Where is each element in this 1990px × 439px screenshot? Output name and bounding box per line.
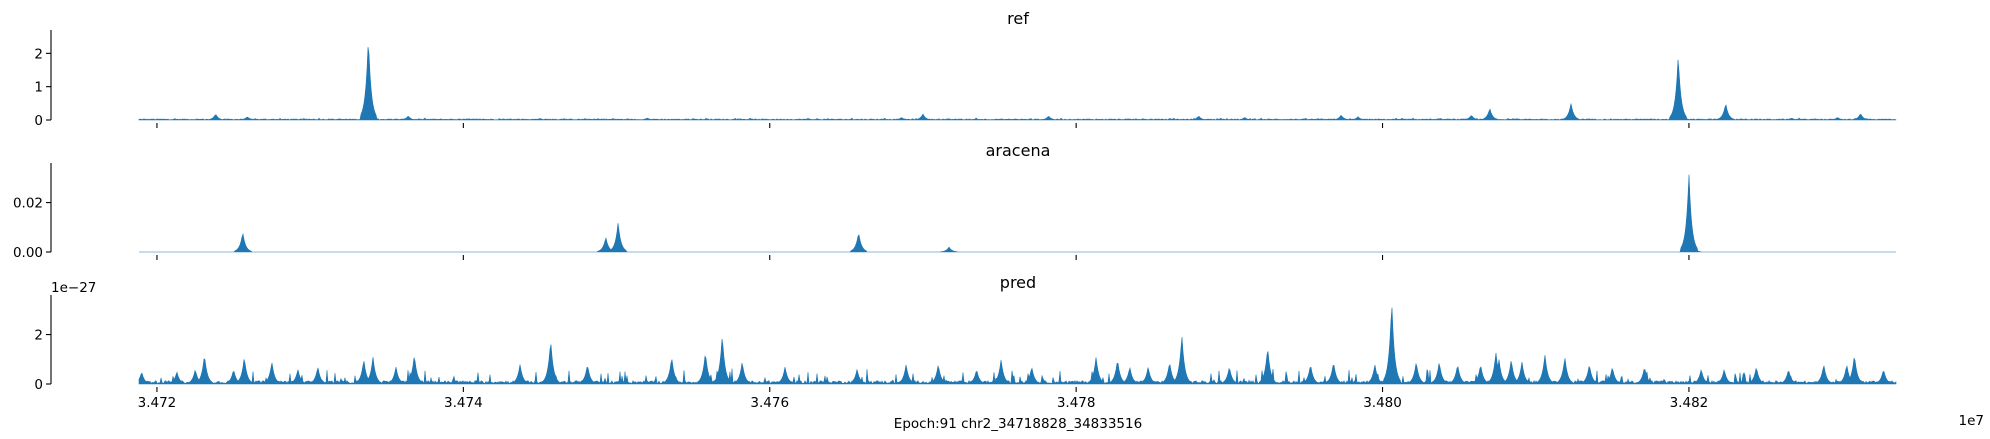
y-tick-label: 0	[34, 377, 43, 393]
x-tick-label: 3.478	[1057, 395, 1096, 411]
aracena-panel: aracena 0.00 0.02	[13, 141, 1896, 261]
ref-area	[138, 47, 1897, 121]
ref-x-ticks	[156, 123, 1690, 128]
y-tick-label: 2	[34, 46, 43, 62]
pred-y-offset-label: 1e−27	[51, 280, 96, 296]
ref-y-ticks: 0 1 2	[34, 46, 51, 129]
pred-panel: pred 1e−27 02 3.472 3.474 3.476 3.478 3.480 3…	[34, 273, 1897, 411]
y-tick-label: 2	[34, 328, 43, 344]
aracena-area	[139, 174, 1896, 253]
x-tick-label: 3.482	[1670, 395, 1709, 411]
y-tick-label: 1	[34, 80, 43, 96]
y-tick-label: 0.00	[13, 245, 43, 261]
y-tick-label: 0.02	[13, 196, 43, 212]
aracena-x-ticks	[156, 255, 1690, 260]
x-tick-label: 3.480	[1363, 395, 1402, 411]
aracena-panel-title: aracena	[986, 141, 1051, 160]
x-offset-label: 1e7	[1959, 413, 1984, 429]
aracena-y-ticks: 0.00 0.02	[13, 196, 51, 261]
y-tick-label: 0	[34, 113, 43, 129]
x-tick-label: 3.472	[138, 395, 177, 411]
ref-panel-title: ref	[1007, 9, 1029, 28]
pred-panel-title: pred	[1000, 273, 1036, 292]
pred-x-ticks: 3.472 3.474 3.476 3.478 3.480 3.482	[138, 387, 1709, 411]
ref-panel: ref 0 1 2	[34, 9, 1897, 129]
x-axis-label: Epoch:91 chr2_34718828_34833516	[894, 416, 1142, 432]
x-tick-label: 3.476	[750, 395, 789, 411]
pred-area	[138, 307, 1897, 385]
x-tick-label: 3.474	[444, 395, 483, 411]
pred-y-ticks: 02	[34, 328, 51, 393]
